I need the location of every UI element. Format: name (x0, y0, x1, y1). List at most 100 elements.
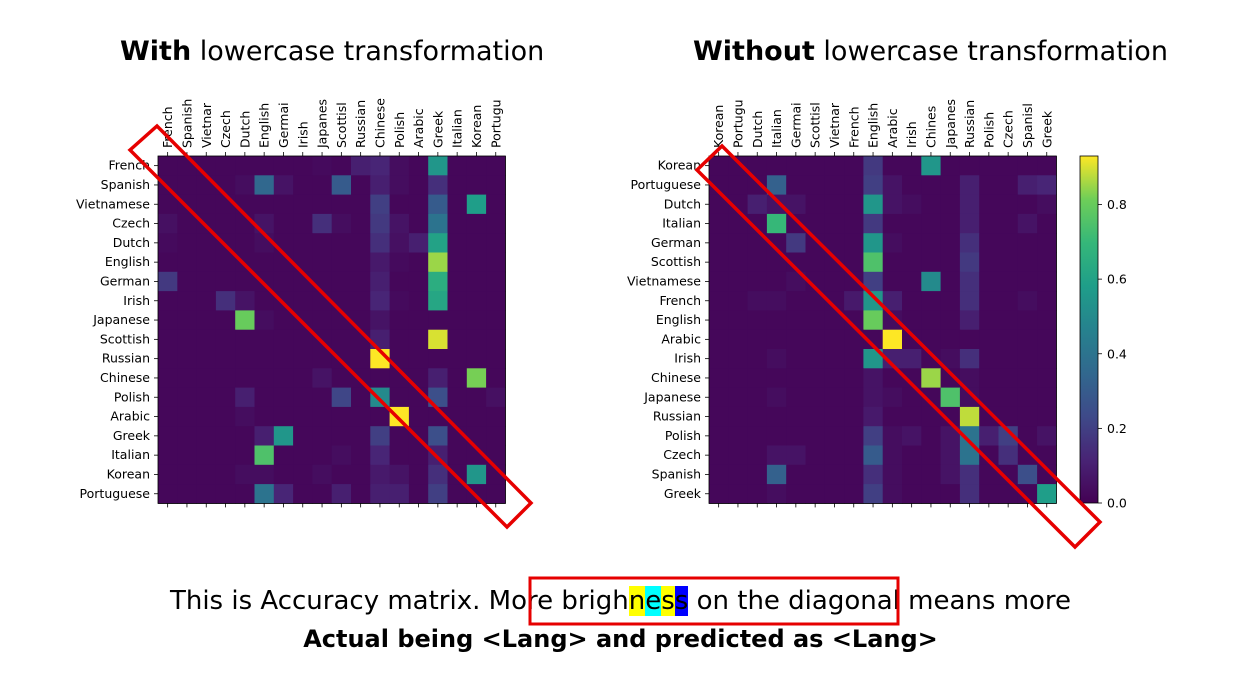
heatmap-cell (902, 213, 922, 234)
heatmap-cell (844, 252, 864, 273)
y-tick-label: Russian (102, 351, 150, 366)
heatmap-cell (447, 426, 468, 446)
heatmap-cell (351, 445, 371, 466)
colorbar-gradient (1079, 155, 1099, 504)
y-tick-label: Korean (658, 158, 701, 173)
heatmap-with-lowercase: French Spanish Vietnamese Czech Dutch English… (76, 98, 506, 508)
heatmap-cell (254, 291, 275, 311)
heatmap-cell (921, 406, 941, 427)
heatmap-cell (863, 194, 884, 215)
heatmap-cell (312, 156, 333, 176)
heatmap-cell (921, 233, 941, 253)
heatmap-cell (844, 484, 864, 504)
x-tick-label: Greek (430, 110, 445, 148)
heatmap-cell (902, 310, 922, 331)
heatmap-cell (312, 464, 333, 485)
y-tick-label: Vietnamese (76, 196, 150, 211)
heatmap-cell (466, 387, 487, 408)
heatmap-cell (351, 387, 371, 408)
heatmap-cell (215, 484, 236, 504)
y-tick-label: Dutch (664, 196, 701, 211)
heatmap-cell (863, 464, 884, 485)
heatmap-cell (786, 194, 806, 215)
heatmap-cell (158, 329, 178, 350)
x-tick-label: English (866, 103, 881, 148)
heatmap-cell (959, 156, 980, 176)
heatmap-cell (1037, 426, 1057, 446)
heatmap-cell (786, 233, 806, 253)
heatmap-cell (805, 310, 826, 331)
heatmap-cell (959, 329, 980, 350)
heatmap-cell (331, 406, 352, 427)
heatmap-cell (486, 213, 506, 234)
heatmap-cell (882, 464, 903, 485)
heatmap-cell (940, 387, 961, 408)
y-tick-label: Czech (663, 447, 701, 462)
y-tick-label: Dutch (113, 235, 150, 250)
heatmap-cell (805, 329, 826, 350)
heatmap-cell (940, 329, 961, 350)
heatmap-cell (979, 426, 999, 446)
heatmap-cell (312, 310, 333, 331)
heatmap-cell (293, 310, 313, 331)
heatmap-cell (273, 194, 294, 215)
heatmap-cell (709, 349, 729, 369)
heatmap-cell (158, 156, 178, 176)
heatmap-cell (351, 368, 371, 388)
heatmap-cell (254, 252, 275, 273)
right-title-rest: lowercase transformation (814, 36, 1168, 67)
heatmap-frame (157, 155, 506, 504)
x-tick-label: Germai (276, 102, 291, 148)
heatmap-cell (902, 194, 922, 215)
heatmap-cell (1037, 387, 1057, 408)
caption-highlighted-letters: ness (628, 586, 689, 616)
heatmap-cell (254, 194, 275, 215)
heatmap-cell (293, 156, 313, 176)
heatmap-cell (728, 291, 748, 311)
heatmap-cell (370, 445, 390, 466)
heatmap-cell (921, 252, 941, 273)
heatmap-cell (370, 368, 390, 388)
heatmap-cell (959, 406, 980, 427)
heatmap-cell (235, 194, 255, 215)
heatmap-cell (331, 368, 352, 388)
heatmap-cell (1037, 271, 1057, 292)
heatmap-cell (921, 194, 941, 215)
heatmap-cell (466, 252, 487, 273)
heatmap-cell (728, 175, 748, 195)
heatmap-cell (902, 349, 922, 369)
heatmap-cell (940, 406, 961, 427)
heatmap-cell (273, 349, 294, 369)
heatmap-cell (428, 213, 448, 234)
heatmap-cell (766, 426, 787, 446)
heatmap-cell (196, 252, 217, 273)
heatmap-cell (389, 194, 410, 215)
heatmap-cell (273, 175, 294, 195)
x-tick-label: Vietnar (199, 102, 214, 148)
heatmap-cell (486, 233, 506, 253)
heatmap-cell (293, 368, 313, 388)
diagonal-highlight-box-right (694, 143, 1103, 550)
heatmap-cell (428, 233, 448, 253)
heatmap-cell (805, 233, 826, 253)
heatmap-cell (331, 426, 352, 446)
heatmap-cell (158, 233, 178, 253)
heatmap-cell (844, 349, 864, 369)
heatmap-cell (844, 426, 864, 446)
heatmap-cell (389, 329, 410, 350)
heatmap-cell (747, 213, 768, 234)
x-tick-label: Chines (923, 106, 938, 148)
heatmap-cell (1037, 484, 1057, 504)
diagonal-highlight-box-left (127, 123, 534, 530)
heatmap-cell (196, 194, 217, 215)
heatmap-cell (863, 291, 884, 311)
heatmap-cell (766, 349, 787, 369)
heatmap-cell (215, 291, 236, 311)
heatmap-cell (196, 349, 217, 369)
heatmap-cell (863, 426, 884, 446)
heatmap-cell (312, 252, 333, 273)
heatmap-cell (447, 387, 468, 408)
heatmap-cell (959, 349, 980, 369)
heatmap-cell (979, 310, 999, 331)
heatmap-cell (447, 252, 468, 273)
